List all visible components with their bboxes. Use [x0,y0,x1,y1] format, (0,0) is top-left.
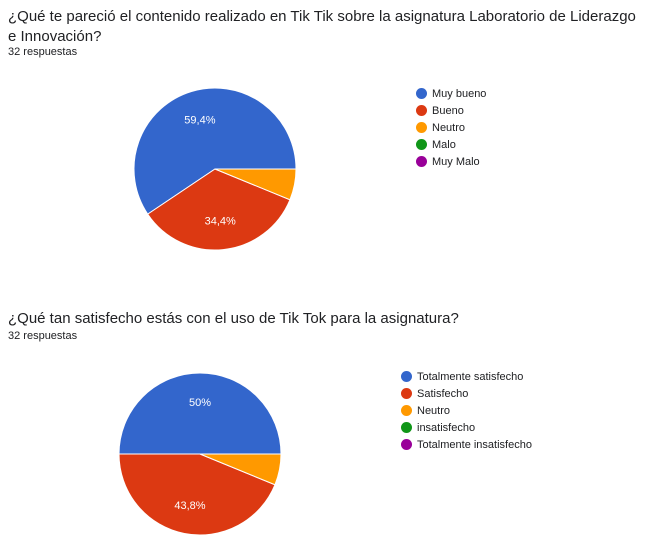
legend-label: Malo [432,138,456,151]
pie-data-label: 43,8% [174,500,205,512]
legend-swatch [401,388,412,399]
legend-label: Muy Malo [432,155,480,168]
pie-slice-totalmente-satisfecho [118,372,282,455]
pie-data-label: 34,4% [205,216,236,228]
legend-swatch [416,88,427,99]
legend-item: Malo [416,136,486,153]
chart-2-pie: 50% 43,8% [118,372,282,536]
chart-2-title: ¿Qué tan satisfecho estás con el uso de … [8,310,459,327]
chart-1-legend: Muy bueno Bueno Neutro Malo Muy Malo [416,85,486,170]
chart-2-response-count: 32 respuestas [8,330,78,342]
pie-data-label: 50% [189,397,211,409]
legend-item: Muy bueno [416,85,486,102]
chart-2-legend: Totalmente satisfecho Satisfecho Neutro ins… [401,368,532,453]
pie-slice-bueno [147,168,291,251]
legend-label: Satisfecho [417,387,469,400]
pie-slice-neutro [199,453,282,486]
legend-label: insatisfecho [417,421,476,434]
legend-item: insatisfecho [401,419,532,436]
chart-1-title: ¿Qué te pareció el contenido realizado e… [8,8,636,45]
pie-slice-neutro [214,168,297,201]
legend-swatch [416,122,427,133]
pie-slice-muy-bueno [133,87,297,215]
legend-swatch [416,105,427,116]
legend-swatch [401,405,412,416]
legend-item: Satisfecho [401,385,532,402]
legend-label: Bueno [432,104,464,117]
pie-slice-satisfecho [118,453,276,536]
legend-swatch [401,439,412,450]
chart-1-response-count: 32 respuestas [8,46,78,58]
pie-data-label: 59,4% [184,114,215,126]
legend-item: Neutro [416,119,486,136]
legend-label: Neutro [432,121,466,134]
legend-item: Totalmente insatisfecho [401,436,532,453]
legend-item: Bueno [416,102,486,119]
legend-label: Muy bueno [432,87,487,100]
legend-label: Totalmente satisfecho [417,370,524,383]
legend-item: Muy Malo [416,153,486,170]
legend-swatch [416,156,427,167]
legend-swatch [401,422,412,433]
legend-item: Totalmente satisfecho [401,368,532,385]
legend-label: Totalmente insatisfecho [417,438,532,451]
legend-swatch [416,139,427,150]
chart-1-pie: 59,4% 34,4% [133,87,297,251]
legend-item: Neutro [401,402,532,419]
legend-swatch [401,371,412,382]
legend-label: Neutro [417,404,451,417]
